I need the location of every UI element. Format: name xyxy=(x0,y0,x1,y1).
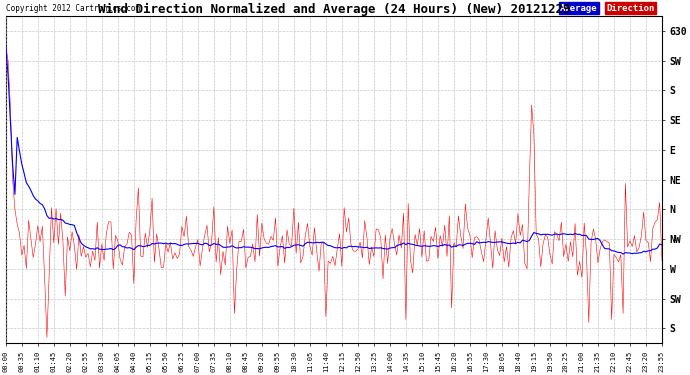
Text: Copyright 2012 Cartronics.com: Copyright 2012 Cartronics.com xyxy=(6,4,140,13)
Title: Wind Direction Normalized and Average (24 Hours) (New) 20121229: Wind Direction Normalized and Average (2… xyxy=(97,3,570,16)
Text: Average: Average xyxy=(560,4,598,13)
Text: Direction: Direction xyxy=(607,4,655,13)
